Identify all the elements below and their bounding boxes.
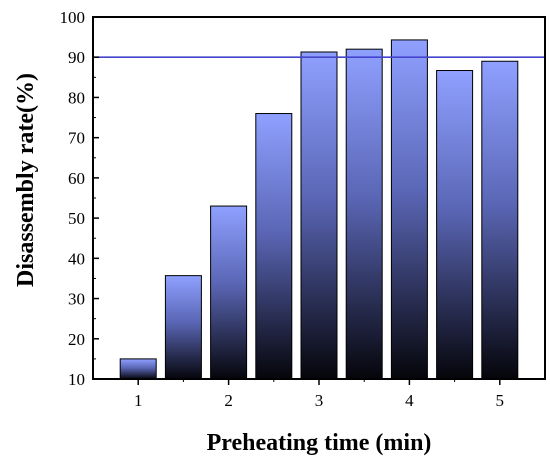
y-tick-label: 20 xyxy=(68,330,85,349)
x-tick-label: 2 xyxy=(224,391,233,410)
bar xyxy=(255,113,293,380)
y-tick-label: 90 xyxy=(68,48,85,67)
x-tick-label: 4 xyxy=(405,391,414,410)
bar xyxy=(300,51,338,380)
y-axis: 10 20 30 40 50 60 70 80 90 100 xyxy=(60,8,99,389)
y-tick-label: 60 xyxy=(68,169,85,188)
y-tick-label: 30 xyxy=(68,290,85,309)
bar xyxy=(345,48,383,380)
bar xyxy=(210,205,248,380)
bar xyxy=(119,358,157,380)
y-tick-label: 10 xyxy=(68,370,85,389)
x-axis-title: Preheating time (min) xyxy=(207,430,432,456)
x-tick-label: 3 xyxy=(315,391,324,410)
bars-group xyxy=(119,39,519,380)
y-tick-label: 70 xyxy=(68,129,85,148)
y-tick-label: 100 xyxy=(60,8,86,27)
y-tick-label: 80 xyxy=(68,88,85,107)
bar xyxy=(390,39,428,380)
y-tick-label: 50 xyxy=(68,209,85,228)
y-axis-title: Disassembly rate(%) xyxy=(13,73,39,287)
bar xyxy=(436,69,474,380)
x-axis: 1 2 3 4 5 xyxy=(134,379,504,410)
y-tick-label: 40 xyxy=(68,249,85,268)
bar xyxy=(164,275,202,380)
x-tick-label: 1 xyxy=(134,391,143,410)
bar xyxy=(481,60,519,380)
x-tick-label: 5 xyxy=(496,391,505,410)
